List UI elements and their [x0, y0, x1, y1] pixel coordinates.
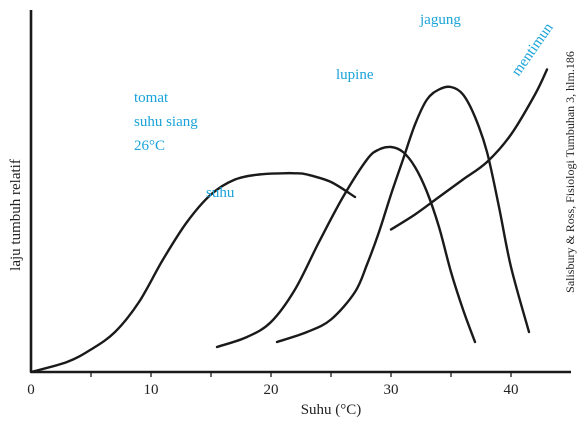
curve-layer	[29, 68, 549, 374]
annotation-suhu: suhu	[206, 185, 235, 201]
x-ticks: 0 10 20 30 40	[27, 372, 519, 398]
x-axis-title: Suhu (°C)	[301, 402, 362, 418]
series-line-mentimun	[389, 68, 549, 231]
x-tick-label: 40	[504, 382, 519, 398]
series-line-lupine	[215, 145, 477, 349]
source-citation: Salisbury & Ross, Fisiologi Tumbuhan 3, …	[563, 51, 577, 293]
x-tick-label: 20	[264, 382, 279, 398]
x-tick-label: 30	[384, 382, 399, 398]
series-line-tomat	[29, 171, 357, 374]
x-tick-label: 10	[144, 382, 159, 398]
series-line-jagung	[275, 85, 531, 344]
annotation-suhu-siang: suhu siang	[134, 114, 198, 130]
y-axis-title: laju tumbuh relatif	[8, 159, 24, 271]
annotation-mentimun: mentimun	[509, 20, 557, 79]
annotation-lupine: lupine	[336, 67, 374, 83]
annotation-jagung: jagung	[419, 12, 461, 28]
annotation-tomat: tomat	[134, 90, 169, 106]
annotation-26c: 26°C	[134, 138, 165, 154]
axes	[29, 10, 571, 374]
x-tick-label: 0	[27, 382, 35, 398]
